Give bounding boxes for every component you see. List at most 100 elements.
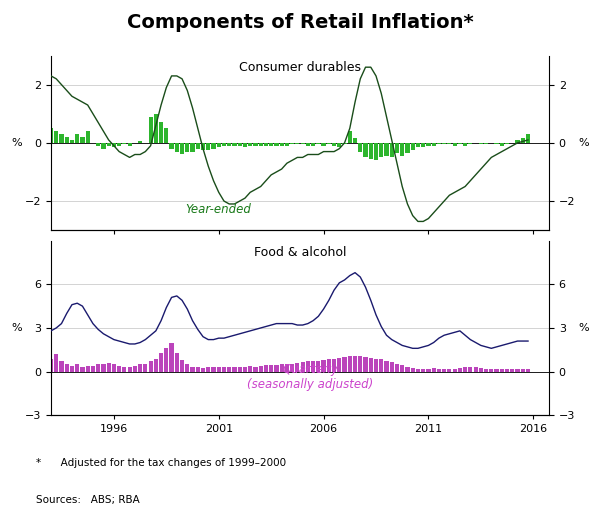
Bar [400, 143, 404, 156]
Bar [526, 134, 530, 143]
Bar [159, 123, 163, 143]
Bar [306, 361, 310, 371]
Bar [431, 143, 436, 146]
Bar [358, 355, 362, 371]
Text: Components of Retail Inflation*: Components of Retail Inflation* [127, 13, 473, 32]
Bar [448, 143, 451, 144]
Bar [494, 143, 499, 144]
Bar [107, 363, 111, 371]
Bar [190, 367, 194, 371]
Bar [248, 143, 252, 146]
Bar [196, 143, 200, 149]
Bar [421, 369, 425, 371]
Bar [259, 366, 263, 371]
Bar [295, 363, 299, 371]
Y-axis label: %: % [578, 323, 589, 333]
Bar [322, 360, 326, 371]
Bar [468, 143, 472, 144]
Bar [107, 143, 111, 146]
Bar [196, 367, 200, 371]
Bar [290, 143, 294, 144]
Bar [117, 366, 121, 371]
Bar [510, 369, 514, 371]
Bar [327, 359, 331, 371]
Bar [80, 367, 85, 371]
Bar [368, 358, 373, 371]
Bar [500, 143, 504, 146]
Bar [49, 359, 53, 371]
Bar [452, 143, 457, 146]
Bar [80, 137, 85, 143]
Bar [149, 117, 152, 143]
Bar [448, 369, 451, 371]
Bar [322, 143, 326, 146]
Bar [128, 367, 132, 371]
Bar [180, 360, 184, 371]
Bar [227, 367, 232, 371]
Bar [416, 143, 420, 147]
Bar [410, 368, 415, 371]
Bar [248, 366, 252, 371]
Bar [280, 143, 284, 146]
Bar [222, 367, 226, 371]
Bar [149, 361, 152, 371]
Bar [395, 363, 399, 371]
Bar [479, 143, 483, 144]
Bar [410, 143, 415, 150]
Bar [264, 365, 268, 371]
Bar [437, 143, 441, 144]
Bar [379, 143, 383, 158]
Bar [521, 369, 525, 371]
Bar [59, 134, 64, 143]
Bar [143, 363, 148, 371]
Bar [311, 361, 315, 371]
Bar [264, 143, 268, 146]
Bar [206, 143, 211, 150]
Bar [159, 353, 163, 371]
Bar [337, 358, 341, 371]
Bar [211, 143, 215, 149]
Bar [358, 143, 362, 152]
Bar [500, 369, 504, 371]
Bar [138, 364, 142, 371]
Bar [505, 143, 509, 144]
Bar [274, 143, 278, 146]
Bar [70, 140, 74, 143]
Bar [133, 366, 137, 371]
Text: Sources:   ABS; RBA: Sources: ABS; RBA [36, 495, 140, 505]
Bar [65, 137, 69, 143]
Bar [243, 367, 247, 371]
Bar [238, 143, 242, 146]
Bar [416, 369, 420, 371]
Bar [515, 369, 520, 371]
Bar [379, 359, 383, 371]
Bar [112, 364, 116, 371]
Bar [295, 143, 299, 144]
Bar [91, 366, 95, 371]
Bar [374, 359, 378, 371]
Bar [437, 369, 441, 371]
Bar [269, 365, 273, 371]
Bar [280, 364, 284, 371]
Bar [385, 143, 389, 156]
Bar [505, 369, 509, 371]
Bar [385, 361, 389, 371]
Bar [468, 367, 472, 371]
Bar [406, 143, 410, 153]
Bar [49, 129, 53, 143]
Bar [285, 363, 289, 371]
Y-axis label: %: % [11, 323, 22, 333]
Bar [112, 143, 116, 147]
Bar [301, 143, 305, 144]
Bar [431, 368, 436, 371]
Bar [348, 131, 352, 143]
Bar [138, 141, 142, 143]
Bar [484, 143, 488, 144]
Bar [201, 143, 205, 150]
Bar [211, 367, 215, 371]
Bar [54, 354, 58, 371]
Bar [175, 353, 179, 371]
Bar [217, 143, 221, 147]
Bar [395, 143, 399, 153]
Bar [101, 143, 106, 149]
